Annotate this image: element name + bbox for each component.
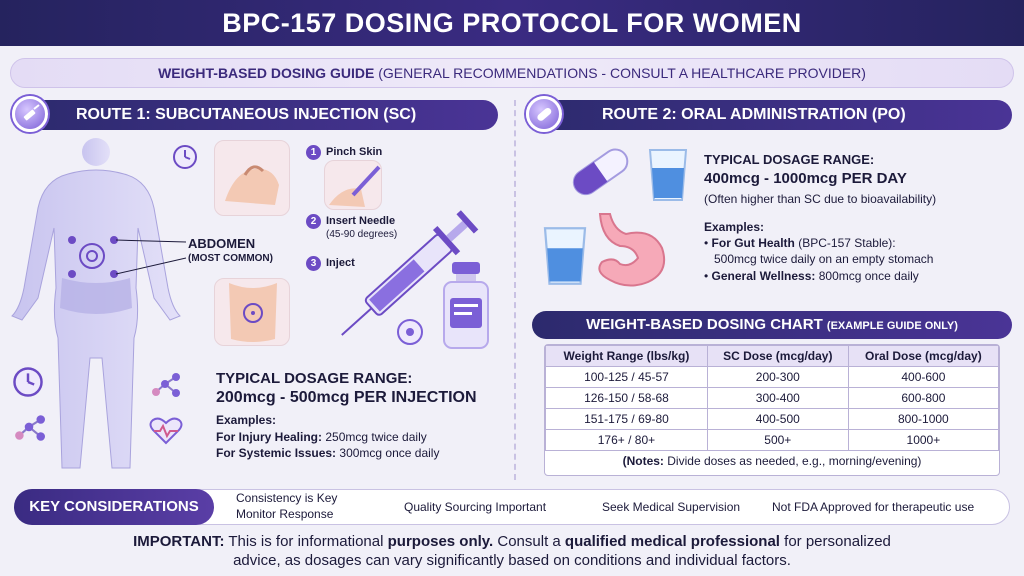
disclaimer-emphasis: purposes only.: [387, 533, 494, 550]
disclaimer-text: Consult a: [497, 533, 561, 550]
peptide-badge-icon: [397, 319, 423, 345]
consideration-item: Quality Sourcing Important: [404, 500, 547, 514]
disclaimer-text: for personalized: [784, 533, 891, 550]
table-header-row: Weight Range (lbs/kg) SC Dose (mcg/day) …: [545, 345, 1000, 367]
route1-heading: ROUTE 1: SUBCUTANEOUS INJECTION (SC): [14, 100, 498, 130]
route2-example-1-text: (BPC-157 Stable):: [798, 236, 896, 250]
table-header-sc: SC Dose (mcg/day): [706, 345, 849, 367]
route1-dosage-value: 200mcg - 500mcg PER INJECTION: [216, 389, 477, 406]
route2-example-1-title: For Gut Health: [711, 236, 795, 250]
dosing-chart-notes-text: Divide doses as needed, e.g., morning/ev…: [667, 454, 922, 468]
dosing-chart-notes-label: (Notes:: [622, 454, 664, 468]
table-cell: 400-500: [706, 408, 849, 430]
table-cell: 151-175 / 69-80: [545, 408, 708, 430]
abdomen-sublabel: (MOST COMMON): [188, 253, 273, 264]
insert-needle-illustration: [324, 160, 382, 210]
table-cell: 500+: [706, 429, 849, 451]
route2-example-1: • For Gut Health (BPC-157 Stable):: [704, 236, 896, 250]
step-3-label: Inject: [326, 257, 355, 269]
heart-pulse-icon: [149, 417, 183, 445]
step-2-badge: 2: [306, 214, 321, 229]
stomach-illustration: [598, 213, 666, 287]
dosing-chart-title: WEIGHT-BASED DOSING CHART: [586, 316, 823, 333]
route2-dosage-value: 400mcg - 1000mcg PER DAY: [704, 170, 907, 187]
step-2-sublabel: (45-90 degrees): [326, 229, 398, 240]
route1-example-1-title: For Injury Healing:: [216, 430, 323, 444]
table-cell: 126-150 / 58-68: [545, 387, 708, 409]
disclaimer-text: This is for informational: [228, 533, 384, 550]
column-divider: [514, 100, 516, 480]
water-glass-illustration: [543, 227, 587, 285]
dosing-chart-heading: WEIGHT-BASED DOSING CHART (EXAMPLE GUIDE…: [532, 311, 1012, 339]
consideration-item: Consistency is Key: [236, 491, 338, 505]
route2-dosage-label: TYPICAL DOSAGE RANGE:: [704, 152, 875, 167]
route1-example-2-text: 300mcg once daily: [339, 446, 440, 460]
disclaimer-label: IMPORTANT:: [133, 533, 225, 550]
page-title: BPC-157 DOSING PROTOCOL FOR WOMEN: [0, 0, 1024, 46]
table-cell: 400-600: [847, 366, 1000, 388]
step-1-label: Pinch Skin: [326, 146, 383, 158]
key-considerations-label: KEY CONSIDERATIONS: [14, 489, 214, 525]
syringe-illustration: [341, 210, 479, 336]
abdomen-closeup-illustration: [214, 278, 290, 346]
table-cell: 800-1000: [847, 408, 1000, 430]
step-3-badge: 3: [306, 256, 321, 271]
pinch-skin-illustration: [214, 140, 290, 216]
route1-examples-label: Examples:: [216, 413, 277, 427]
route2-heading: ROUTE 2: ORAL ADMINISTRATION (PO): [528, 100, 1012, 130]
table-header-oral: Oral Dose (mcg/day): [847, 345, 1000, 367]
dosing-chart-table: Weight Range (lbs/kg) SC Dose (mcg/day) …: [544, 344, 1000, 476]
table-row: 176+ / 80+ 500+ 1000+: [545, 429, 1000, 451]
route1-example-2-title: For Systemic Issues:: [216, 446, 337, 460]
consideration-item: Monitor Response: [236, 507, 334, 521]
abdomen-label: ABDOMEN: [188, 236, 256, 251]
route2-examples-label: Examples:: [704, 220, 765, 234]
disclaimer-emphasis: qualified medical professional: [564, 533, 780, 550]
route2-example-2-title: General Wellness:: [711, 269, 816, 283]
guide-banner-title: WEIGHT-BASED DOSING GUIDE: [158, 65, 375, 81]
dosing-table: Weight Range (lbs/kg) SC Dose (mcg/day) …: [545, 345, 1000, 451]
table-header-weight: Weight Range (lbs/kg): [545, 345, 708, 367]
route2-dosage-note: (Often higher than SC due to bioavailabi…: [704, 192, 937, 206]
step-2-label: Insert Needle: [326, 215, 396, 227]
table-row: 100-125 / 45-57 200-300 400-600: [545, 366, 1000, 388]
table-cell: 200-300: [706, 366, 849, 388]
route2-example-2-text: 800mcg once daily: [818, 269, 919, 283]
guide-banner-subtitle: (GENERAL RECOMMENDATIONS - CONSULT A HEA…: [378, 65, 866, 81]
water-glass-illustration: [648, 149, 688, 201]
vial-illustration: [443, 262, 489, 349]
route2-example-1-line2: 500mcg twice daily on an empty stomach: [714, 252, 934, 266]
clock-icon: [13, 367, 43, 397]
route2-example-2: • General Wellness: 800mcg once daily: [704, 269, 919, 283]
route1-dosage-label: TYPICAL DOSAGE RANGE:: [216, 370, 413, 387]
table-cell: 176+ / 80+: [545, 429, 708, 451]
table-row: 151-175 / 69-80 400-500 800-1000: [545, 408, 1000, 430]
step-1-badge: 1: [306, 145, 321, 160]
disclaimer-line-1: IMPORTANT: This is for informational pur…: [0, 532, 1024, 551]
clock-icon: [173, 145, 197, 169]
table-cell: 300-400: [706, 387, 849, 409]
molecule-icon: [15, 415, 45, 441]
table-cell: 1000+: [847, 429, 1000, 451]
consideration-item: Not FDA Approved for therapeutic use: [772, 500, 975, 514]
route1-example-2: For Systemic Issues: 300mcg once daily: [216, 446, 439, 460]
route1-example-1-text: 250mcg twice daily: [325, 430, 427, 444]
syringe-icon: [12, 96, 48, 132]
dosing-chart-notes: (Notes: Divide doses as needed, e.g., mo…: [545, 454, 999, 468]
body-figure-illustration: [11, 138, 187, 469]
dosing-chart-subtitle: (EXAMPLE GUIDE ONLY): [826, 320, 958, 332]
important-disclaimer: IMPORTANT: This is for informational pur…: [0, 532, 1024, 570]
table-cell: 100-125 / 45-57: [545, 366, 708, 388]
table-cell: 600-800: [847, 387, 1000, 409]
capsule-illustration: [572, 148, 629, 196]
capsule-icon: [526, 96, 562, 132]
table-row: 126-150 / 58-68 300-400 600-800: [545, 387, 1000, 409]
disclaimer-line-2: advice, as dosages can vary significantl…: [233, 552, 791, 569]
molecule-icon: [152, 373, 180, 397]
route1-example-1: For Injury Healing: 250mcg twice daily: [216, 430, 427, 444]
guide-banner: WEIGHT-BASED DOSING GUIDE (GENERAL RECOM…: [10, 58, 1014, 88]
consideration-item: Seek Medical Supervision: [602, 500, 741, 514]
